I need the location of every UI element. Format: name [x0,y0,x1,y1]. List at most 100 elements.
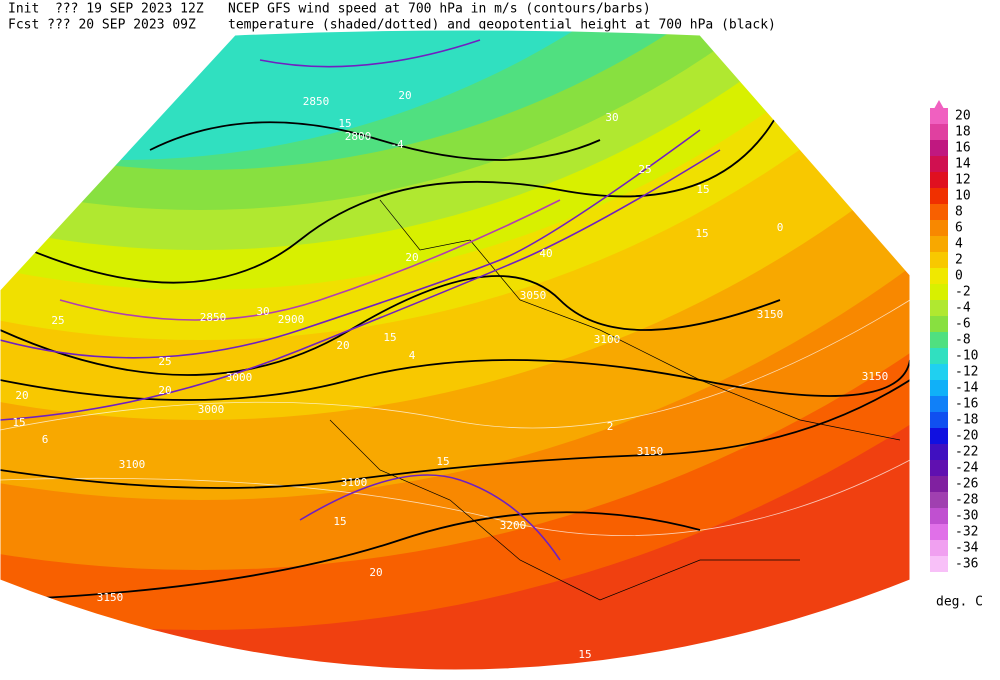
map-border [0,29,911,671]
map-label: 40 [539,247,552,260]
colorbar-box [930,108,948,124]
colorbar-label: 20 [955,109,971,124]
colorbar-label: -4 [955,301,971,316]
colorbar-box [930,268,948,284]
map-label: -4 [390,138,404,151]
colorbar-label: -34 [955,541,979,556]
fcst-time: Fcst ??? 20 SEP 2023 09Z [8,18,196,33]
colorbar-box [930,204,948,220]
colorbar-label: -2 [955,285,971,300]
colorbar-box [930,332,948,348]
map-label: 3050 [520,289,547,302]
map-label: 25 [51,314,64,327]
map-label: 20 [398,89,411,102]
map-label: 0 [777,221,784,234]
map-label: 15 [338,117,351,130]
colorbar-label: -14 [955,381,979,396]
map-label: 3150 [97,591,124,604]
map-label: 15 [696,183,709,196]
title-line2: temperature (shaded/dotted) and geopoten… [228,18,776,33]
colorbar-label: 2 [955,253,963,268]
map-label: 3150 [757,308,784,321]
colorbar-box [930,508,948,524]
map-label: 30 [256,305,269,318]
colorbar-label: -36 [955,557,978,572]
colorbar-label: -30 [955,509,978,524]
colorbar-box [930,300,948,316]
colorbar-label: 6 [955,221,963,236]
colorbar-box [930,284,948,300]
colorbar-label: -32 [955,525,978,540]
colorbar-box [930,396,948,412]
map-label: 3000 [226,371,253,384]
title-line1: NCEP GFS wind speed at 700 hPa in m/s (c… [228,2,651,17]
colorbar-box [930,140,948,156]
map-label: 15 [333,515,346,528]
colorbar-label: -22 [955,445,978,460]
colorbar-label: -20 [955,429,978,444]
map-label: 20 [158,384,171,397]
map-label: 3200 [500,519,527,532]
colorbar-box [930,172,948,188]
colorbar-box [930,492,948,508]
colorbar-label: -6 [955,317,971,332]
colorbar-label: 4 [955,237,963,252]
colorbar-box [930,540,948,556]
map-label: 15 [436,455,449,468]
map-label: 2900 [278,313,305,326]
colorbar-box [930,444,948,460]
colorbar-label: 16 [955,141,971,156]
colorbar-box [930,364,948,380]
colorbar-box [930,348,948,364]
map-label: 2850 [303,95,330,108]
map-label: 20 [405,251,418,264]
colorbar-box [930,476,948,492]
colorbar-box [930,124,948,140]
colorbar-box [930,380,948,396]
map-label: 2 [607,420,614,433]
colorbar-label: -24 [955,461,979,476]
map-label: 2850 [200,311,227,324]
map-label: 20 [336,339,349,352]
colorbar-box [930,220,948,236]
map-label: 25 [158,355,171,368]
map-label: 6 [42,433,49,446]
map-label: 15 [578,648,591,661]
colorbar-label: -28 [955,493,978,508]
map-label: 30 [605,111,618,124]
colorbar-box [930,188,948,204]
colorbar-box [930,428,948,444]
map-label: 3150 [637,445,664,458]
colorbar-unit: deg. C [936,595,983,610]
colorbar-label: 8 [955,205,963,220]
colorbar-label: 14 [955,157,971,172]
colorbar-label: 10 [955,189,971,204]
map-label: 4 [409,349,416,362]
map-label: 3100 [594,333,621,346]
colorbar-label: -8 [955,333,971,348]
map-label: 15 [12,416,25,429]
colorbar-box [930,252,948,268]
colorbar-label: -10 [955,349,978,364]
colorbar-label: 0 [955,269,963,284]
colorbar-box [930,412,948,428]
colorbar-box [930,236,948,252]
map-label: 3150 [862,370,889,383]
map-label: 15 [383,331,396,344]
colorbar-label: -18 [955,413,978,428]
colorbar-label: -16 [955,397,978,412]
colorbar-label: 18 [955,125,971,140]
map-label: 20 [15,389,28,402]
colorbar-box [930,556,948,572]
map-label: 20 [369,566,382,579]
colorbar-box [930,316,948,332]
init-time: Init ??? 19 SEP 2023 12Z [8,2,204,17]
colorbar-box [930,156,948,172]
colorbar-box [930,460,948,476]
map-label: 3100 [119,458,146,471]
colorbar-label: 12 [955,173,971,188]
map-label: 25 [638,163,651,176]
map-label: 3000 [198,403,225,416]
